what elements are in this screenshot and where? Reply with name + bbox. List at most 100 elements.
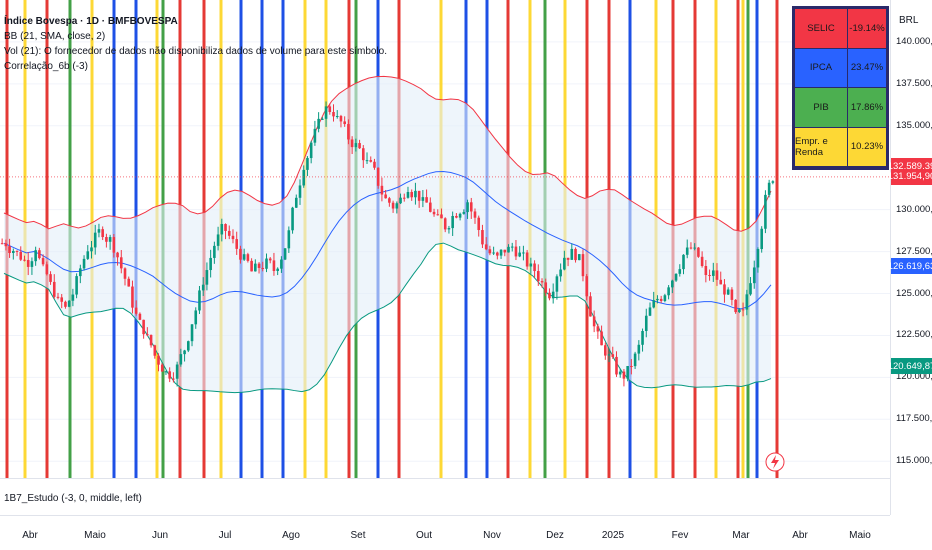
candle-body [723,284,726,295]
currency-label[interactable]: BRL [899,15,919,26]
volume-indicator-label[interactable]: Vol (21): O fornecedor de dados não disp… [4,46,388,57]
flash-bolt-icon [771,455,779,469]
candle-body [719,279,723,285]
bb-indicator-label[interactable]: BB (21, SMA, close, 2) [4,31,106,42]
candle-body [369,160,373,162]
candle-body [522,252,525,254]
candle-body [674,273,678,281]
candle-body [79,268,82,277]
candle-body [600,331,603,346]
price-chart[interactable] [0,0,890,515]
candle-body [496,252,499,256]
candle-body [533,263,536,272]
price-tick-label: 140.000,00 [896,35,932,47]
candle-body [607,354,611,356]
candle-body [287,230,291,249]
time-tick-label: Jun [151,530,169,541]
candle-body [477,217,481,231]
candle-body [175,364,179,379]
candle-body [641,331,644,345]
candle-body [414,190,417,198]
candle-body [592,316,596,327]
candle-body [123,268,127,279]
candle-body [298,185,302,198]
candle-body [138,313,142,320]
candle-body [108,237,112,242]
candle-body [384,194,387,199]
candle-body [127,278,131,287]
candle-body [436,214,440,216]
candle-body [142,319,145,335]
price-tag: 131.954,90 [888,168,932,185]
macro-table-row: PIB 17.86% [795,88,886,127]
macro-table-row: IPCA 23.47% [795,48,886,87]
candle-body [64,301,67,307]
candle-body [302,169,306,186]
price-tick-label: 120.000,00 [896,371,932,383]
candle-body [559,269,562,277]
candle-body [131,286,134,308]
indicator-pane-label[interactable]: 1B7_Estudo (-3, 0, middle, left) [4,493,142,504]
candle-body [767,182,771,195]
candle-body [86,251,90,259]
time-tick-label: Set [350,530,366,541]
symbol-title[interactable]: Índice Bovespa · 1D · BMFBOVESPA [4,16,178,27]
candle-body [700,256,704,267]
candle-body [432,211,436,215]
time-tick-label: Maio [849,530,871,541]
candle-body [429,202,432,212]
candle-body [257,263,261,268]
candle-body [194,310,198,325]
candle-body [38,250,41,259]
candle-body [656,298,659,301]
candle-body [488,249,492,254]
candle-body [548,292,551,299]
price-tick-label: 125.000,00 [896,287,932,299]
candle-body [82,258,86,269]
candle-body [15,250,19,252]
candle-body [659,298,663,301]
candle-body [395,203,399,209]
candle-body [187,341,190,351]
time-tick-label: 2025 [601,530,625,541]
candle-body [440,214,443,219]
candle-body [45,264,49,275]
candle-body [190,324,194,342]
candle-body [168,371,171,379]
candle-body [213,245,216,258]
candle-body [738,309,741,313]
candle-body [231,235,235,240]
candle-body [309,142,313,159]
candle-body [67,300,71,307]
candle-body [402,197,406,199]
pane-separator[interactable] [0,478,890,479]
candle-body [589,296,592,317]
candle-body [343,121,346,125]
time-axis[interactable]: Abr Maio Jun Jul Ago Set Out Nov Dez 2025 Fev Mar Ab… [0,515,890,550]
candle-body [499,249,503,256]
candle-body [704,266,708,276]
candle-body [473,211,477,218]
bollinger-upper-band [3,75,772,232]
candle-body [313,128,317,143]
candle-body [265,258,268,269]
candle-body [216,234,220,246]
candle-body [172,378,175,380]
candle-body [466,202,469,213]
candle-body [224,224,227,231]
candle-body [544,282,548,293]
price-tick-label: 117.500,00 [896,413,932,425]
candle-body [492,252,495,254]
price-scale[interactable] [890,0,932,515]
candle-body [101,229,104,238]
candle-body [484,244,488,250]
time-tick-label: Abr [22,530,38,541]
candle-body [71,294,75,301]
candle-body [391,202,395,209]
candle-body [90,247,93,252]
correlation-indicator-label[interactable]: Correlação_6b (-3) [4,61,88,72]
candle-body [618,371,622,375]
macro-label: PIB [795,88,848,127]
candle-body [34,250,37,262]
candle-body [242,254,246,260]
